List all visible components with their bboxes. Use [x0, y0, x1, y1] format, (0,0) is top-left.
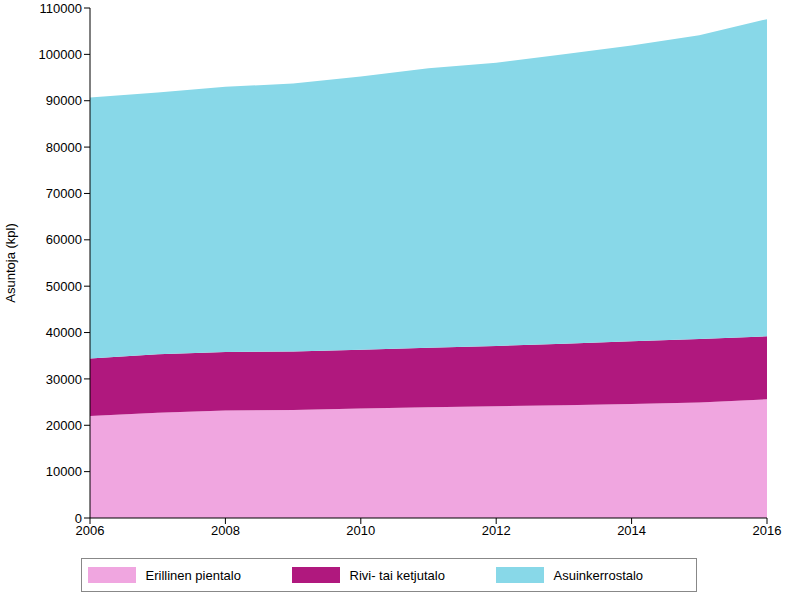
- svg-text:60000: 60000: [46, 232, 82, 247]
- svg-text:100000: 100000: [39, 47, 82, 62]
- svg-text:2006: 2006: [75, 523, 105, 539]
- svg-text:70000: 70000: [46, 186, 82, 201]
- svg-text:2008: 2008: [211, 523, 240, 538]
- svg-text:2016: 2016: [753, 523, 780, 538]
- svg-text:10000: 10000: [46, 464, 82, 479]
- svg-text:0: 0: [75, 511, 82, 526]
- html-text:Asuinkerrostalo: Asuinkerrostalo: [553, 567, 644, 583]
- svg-text:20000: 20000: [46, 418, 82, 433]
- svg-text:40000: 40000: [46, 325, 82, 340]
- html-text:Rivi- tai ketjutalo: Rivi- tai ketjutalo: [349, 567, 445, 583]
- svg-text:30000: 30000: [46, 372, 82, 387]
- svg-text:50000: 50000: [46, 279, 82, 294]
- svg-text:2012: 2012: [482, 523, 511, 538]
- svg-text:90000: 90000: [46, 93, 82, 108]
- svg-text:80000: 80000: [46, 140, 82, 155]
- svg-text:110000: 110000: [40, 1, 82, 16]
- svg-text:2010: 2010: [346, 523, 375, 538]
- svg-text:Asuntoja (kpl): Asuntoja (kpl): [8, 223, 18, 302]
- svg-text:2014: 2014: [617, 523, 646, 538]
- html-text:Erillinen pientalo: Erillinen pientalo: [145, 567, 241, 583]
